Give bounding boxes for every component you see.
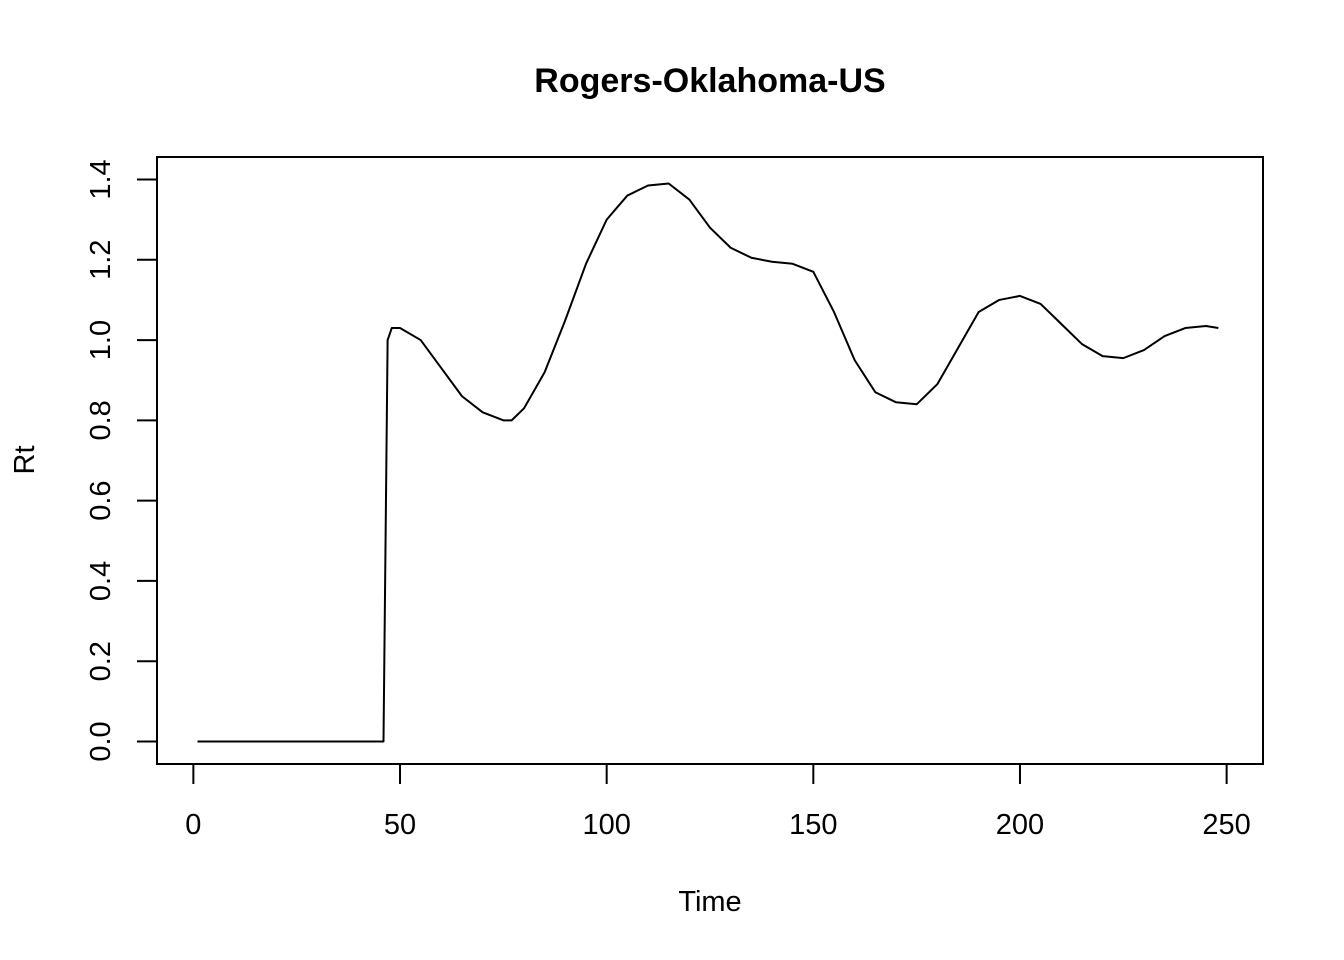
y-tick-label: 0.0	[85, 721, 117, 761]
y-tick-label: 1.2	[85, 240, 117, 280]
x-axis: 0 50 100 150 200 250	[185, 763, 1251, 841]
y-tick-label: 0.2	[85, 641, 117, 681]
y-tick-label: 0.4	[85, 561, 117, 601]
y-tick-label: 1.0	[85, 320, 117, 360]
x-tick-label: 200	[996, 809, 1044, 841]
x-tick-label: 100	[582, 809, 630, 841]
x-tick-label: 150	[789, 809, 837, 841]
y-tick-label: 0.8	[85, 400, 117, 440]
chart-title: Rogers-Oklahoma-US	[534, 62, 885, 100]
x-axis-label: Time	[678, 886, 741, 918]
x-tick-label: 0	[185, 809, 201, 841]
y-axis: 0.0 0.2 0.4 0.6 0.8 1.0 1.2 1.4	[85, 159, 158, 762]
y-tick-label: 0.6	[85, 480, 117, 520]
y-tick-label: 1.4	[85, 159, 117, 199]
x-tick-label: 250	[1202, 809, 1250, 841]
rt-series-line	[197, 182, 1219, 743]
x-tick-label: 50	[384, 809, 416, 841]
y-axis-label: Rt	[9, 446, 41, 475]
plot-frame	[156, 156, 1264, 765]
